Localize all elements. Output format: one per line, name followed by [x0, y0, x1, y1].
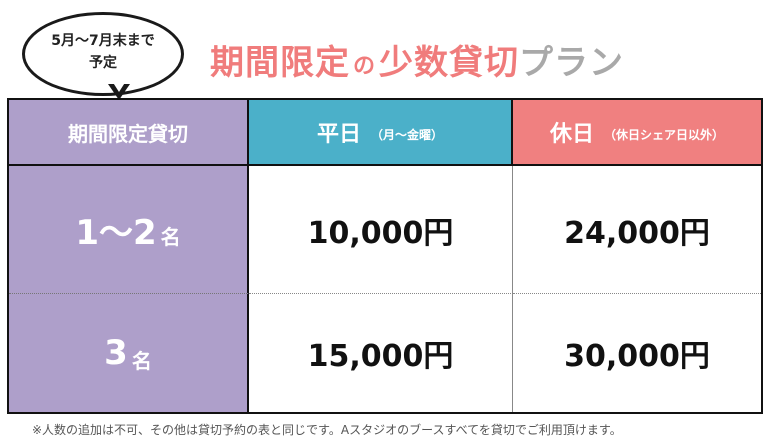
- header-weekday-label: 平日: [316, 122, 361, 147]
- header-holiday: 休日 （休日シェア日以外）: [513, 100, 761, 166]
- header-rental-type: 期間限定貸切: [9, 100, 249, 166]
- price-holiday-1-2: 24,000円: [513, 166, 761, 294]
- row-label-1-2-people: 1～2 名: [9, 166, 249, 294]
- speech-bubble: [22, 12, 184, 96]
- speech-bubble-text: 5月～7月末まで 予定: [22, 30, 184, 74]
- header-holiday-sub: （休日シェア日以外）: [604, 127, 725, 142]
- title-small-group-rental: 少数貸切: [379, 43, 520, 83]
- header-holiday-label: 休日: [549, 122, 594, 147]
- bubble-line-schedule: 予定: [89, 55, 117, 71]
- title-particle: の: [353, 54, 377, 79]
- pricing-table: 期間限定貸切 平日 （月～金曜） 休日 （休日シェア日以外） 1～2 名 10,…: [7, 98, 763, 414]
- row-label-count: 3: [104, 333, 128, 373]
- bubble-line-period: 5月～7月末まで: [51, 33, 155, 49]
- header-weekday: 平日 （月～金曜）: [249, 100, 513, 166]
- page-title: 期間限定 の 少数貸切 プラン: [210, 28, 624, 84]
- row-label-suffix: 名: [131, 348, 152, 373]
- row-label-3-people: 3 名: [9, 294, 249, 412]
- price-weekday-3: 15,000円: [249, 294, 513, 412]
- speech-bubble-tail: [108, 81, 130, 100]
- price-holiday-3: 30,000円: [513, 294, 761, 412]
- row-label-count: 1～2: [75, 213, 157, 253]
- title-plan: プラン: [519, 43, 625, 83]
- header-weekday-sub: （月～金曜）: [371, 127, 444, 142]
- price-weekday-1-2: 10,000円: [249, 166, 513, 294]
- row-label-suffix: 名: [160, 225, 181, 249]
- footnote: ※人数の追加は不可、その他は貸切予約の表と同じです。Aスタジオのブースすべてを貸…: [32, 423, 622, 437]
- title-limited: 期間限定: [210, 43, 350, 83]
